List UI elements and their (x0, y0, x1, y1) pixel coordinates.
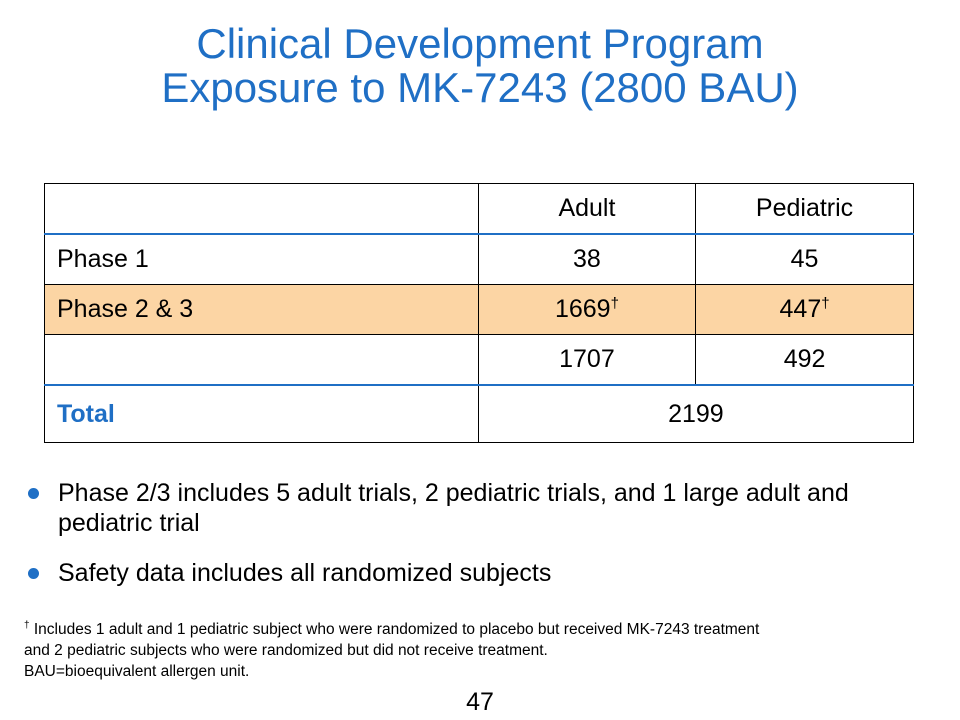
dagger-marker: † (821, 295, 830, 312)
bullet-dot-icon (28, 488, 39, 499)
cell-phase23-adult-value: 1669 (554, 295, 611, 323)
dagger-marker: † (610, 295, 619, 312)
slide-title: Clinical Development Program Exposure to… (0, 22, 960, 110)
footnote-line1-text: Includes 1 adult and 1 pediatric subject… (29, 621, 760, 638)
row-label-subtotal (44, 334, 479, 386)
bullet-text: Phase 2/3 includes 5 adult trials, 2 ped… (58, 479, 849, 537)
table-row: Phase 2 & 3 1669† 447† (44, 284, 914, 335)
footnote-line1: † Includes 1 adult and 1 pediatric subje… (24, 619, 944, 640)
cell-phase23-pediatric-value: 447 (779, 295, 822, 323)
footnote-line2: and 2 pediatric subjects who were random… (24, 642, 548, 659)
cell-phase23-pediatric: 447† (695, 284, 914, 335)
bullet-list: Phase 2/3 includes 5 adult trials, 2 ped… (24, 478, 934, 608)
cell-phase1-adult: 38 (477, 233, 697, 285)
bullet-text: Safety data includes all randomized subj… (58, 559, 552, 587)
total-value: 2199 (477, 384, 915, 443)
row-label-phase1: Phase 1 (44, 233, 479, 285)
bullet-item: Safety data includes all randomized subj… (24, 558, 934, 588)
cell-subtotal-pediatric: 492 (695, 334, 914, 386)
cell-phase1-pediatric: 45 (695, 233, 914, 285)
table-header-pediatric: Pediatric (695, 183, 914, 235)
cell-subtotal-adult: 1707 (477, 334, 697, 386)
table-header-row: Adult Pediatric (44, 183, 914, 235)
footnote: † Includes 1 adult and 1 pediatric subje… (24, 619, 944, 682)
table-row: 1707 492 (44, 334, 914, 386)
table-header-empty (44, 183, 479, 235)
bullet-item: Phase 2/3 includes 5 adult trials, 2 ped… (24, 478, 934, 538)
table-total-row: Total 2199 (44, 384, 915, 443)
row-label-phase23: Phase 2 & 3 (44, 284, 479, 335)
bullet-dot-icon (28, 568, 39, 579)
footnote-line3: BAU=bioequivalent allergen unit. (24, 663, 250, 680)
total-label: Total (44, 384, 479, 443)
table-row: Phase 1 38 45 (44, 233, 914, 285)
cell-phase23-adult: 1669† (477, 284, 697, 335)
slide-title-line2: Exposure to MK-7243 (2800 BAU) (161, 64, 799, 111)
exposure-table: Adult Pediatric Phase 1 38 45 Phase 2 & … (44, 183, 915, 443)
page-number: 47 (466, 688, 494, 716)
footnote-dagger: † (24, 620, 30, 631)
slide-title-line1: Clinical Development Program (196, 20, 764, 67)
table-header-adult: Adult (477, 183, 697, 235)
